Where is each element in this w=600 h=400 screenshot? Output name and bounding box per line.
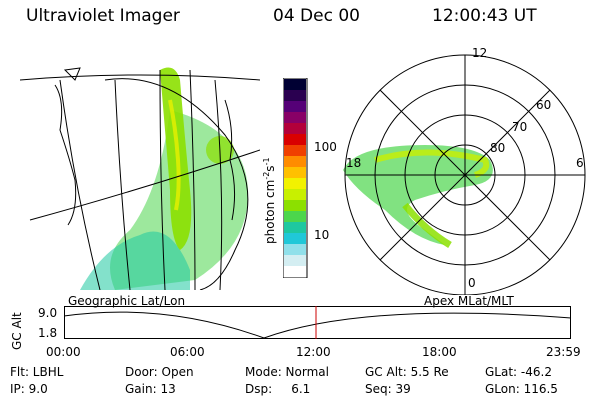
polar-label-70: 70 <box>512 120 528 134</box>
polar-aurora-bright <box>374 149 490 178</box>
colorbar-segment <box>284 244 306 256</box>
alt-axis-label: GC Alt <box>10 312 24 350</box>
time-tick-0: 00:00 <box>46 345 81 359</box>
colorbar-segment <box>284 123 306 135</box>
footer-dsp: Dsp: 6.1 <box>245 382 311 396</box>
polar-label-60: 60 <box>536 98 552 112</box>
colorbar-gradient <box>284 79 306 277</box>
colorbar-segment <box>284 189 306 201</box>
apex-label: Apex MLat/MLT <box>424 294 514 308</box>
colorbar-tick-100: 100 <box>314 140 337 154</box>
colorbar-unit-s: s <box>263 165 277 172</box>
observation-date: 04 Dec 00 <box>273 6 360 26</box>
time-tick-18: 18:00 <box>422 345 457 359</box>
footer-ip: IP: 9.0 <box>10 382 48 396</box>
colorbar-unit-exp1: -2 <box>262 171 271 180</box>
footer-glat: GLat: -46.2 <box>485 365 552 379</box>
polar-label-12: 12 <box>472 46 488 60</box>
time-tick-end: 23:59 <box>546 345 581 359</box>
time-tick-12: 12:00 <box>296 345 331 359</box>
colorbar-segment <box>284 266 306 277</box>
colorbar-unit: photon cm <box>263 179 277 244</box>
footer-seq: Seq: 39 <box>365 382 411 396</box>
geo-aurora-bright <box>168 99 181 211</box>
geo-coastline <box>54 84 77 226</box>
colorbar-unit-exp2: -1 <box>262 157 271 166</box>
colorbar-segment <box>284 222 306 234</box>
colorbar-segment <box>284 211 306 223</box>
colorbar-tick-10: 10 <box>314 228 330 242</box>
colorbar-segment <box>284 178 306 190</box>
altitude-strip <box>64 306 572 339</box>
colorbar-segment <box>284 200 306 212</box>
polar-label-6: 6 <box>576 156 584 170</box>
observation-time: 12:00:43 UT <box>432 6 537 26</box>
footer-gain: Gain: 13 <box>125 382 176 396</box>
geo-aurora-band <box>160 67 192 251</box>
polar-label-80: 80 <box>490 141 506 155</box>
colorbar-segment <box>284 255 306 267</box>
polar-label-0: 0 <box>468 276 476 290</box>
colorbar-segment <box>284 101 306 113</box>
geo-earth-limb <box>104 78 249 290</box>
polar-label-18: 18 <box>346 156 362 170</box>
geo-aurora-scatter <box>80 231 190 290</box>
colorbar-segment <box>284 79 306 91</box>
colorbar-segment <box>284 167 306 179</box>
colorbar-unit-label: photon cm-2s-1 <box>262 157 277 244</box>
colorbar-segment <box>284 112 306 124</box>
colorbar-segment <box>284 233 306 245</box>
geographic-label: Geographic Lat/Lon <box>68 294 186 308</box>
alt-tick-low: 1.8 <box>38 326 58 340</box>
colorbar-segment <box>284 134 306 146</box>
footer-mode: Mode: Normal <box>245 365 329 379</box>
footer-door: Door: Open <box>125 365 194 379</box>
altitude-curve <box>64 311 572 339</box>
alt-tick-high: 9.0 <box>38 306 58 320</box>
time-tick-6: 06:00 <box>170 345 205 359</box>
polar-plot <box>343 54 586 295</box>
colorbar-segment <box>284 145 306 157</box>
instrument-title: Ultraviolet Imager <box>26 6 180 26</box>
colorbar-segment <box>284 90 306 102</box>
footer-glon: GLon: 116.5 <box>485 382 558 396</box>
footer-gcalt: GC Alt: 5.5 Re <box>365 365 449 379</box>
polar-aurora-oval <box>343 145 493 245</box>
geographic-image <box>20 67 260 290</box>
footer-flt: Flt: LBHL <box>10 365 64 379</box>
colorbar-segment <box>284 156 306 168</box>
colorbar <box>283 78 308 278</box>
polar-aurora-arm <box>402 202 452 249</box>
